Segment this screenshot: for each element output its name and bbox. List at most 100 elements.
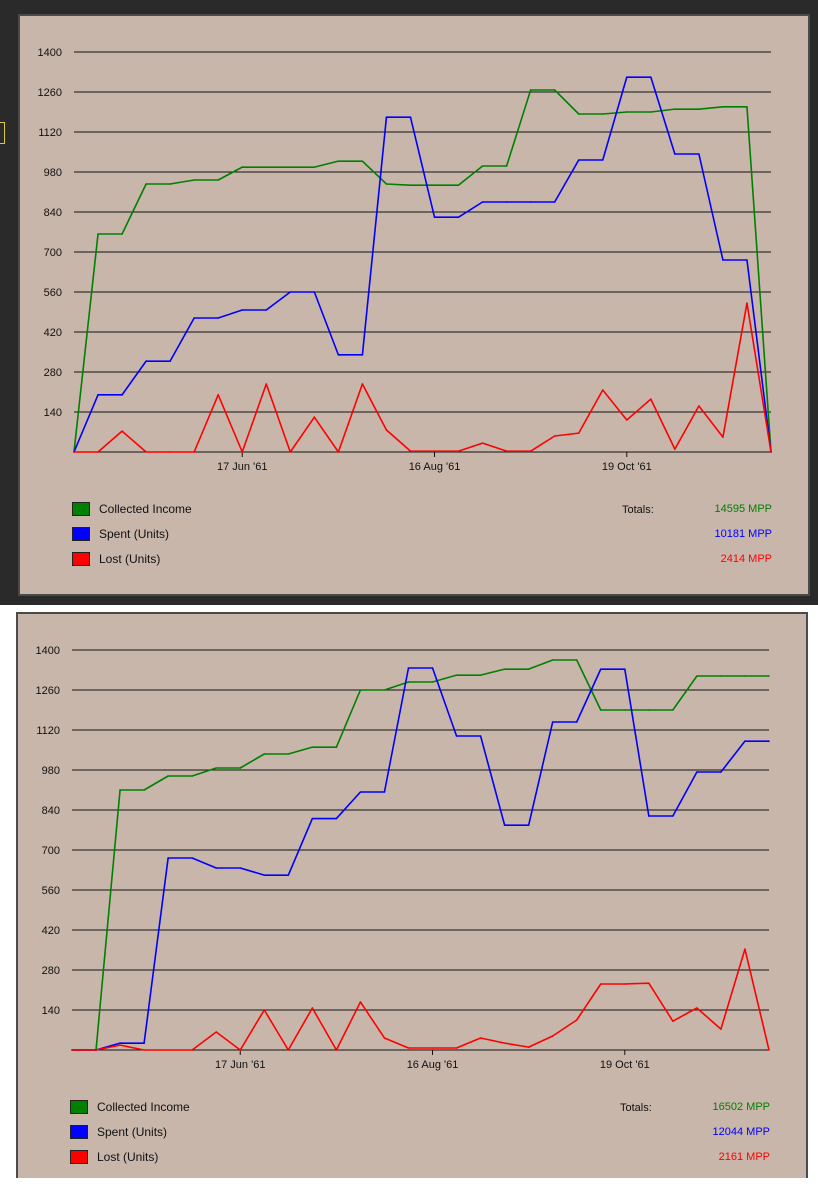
data-point xyxy=(265,309,268,311)
data-point xyxy=(433,216,436,218)
data-point xyxy=(505,201,508,203)
data-point xyxy=(696,675,698,677)
data-point xyxy=(553,435,556,437)
data-point xyxy=(95,1049,97,1051)
data-point xyxy=(119,1042,121,1044)
data-point xyxy=(698,153,700,155)
data-point xyxy=(311,817,314,820)
data-point xyxy=(455,1047,458,1049)
data-point xyxy=(193,179,195,181)
data-point xyxy=(481,165,484,167)
y-tick-label: 840 xyxy=(44,207,62,219)
totals-label: Totals: xyxy=(622,504,654,516)
data-point xyxy=(335,817,338,820)
data-point xyxy=(431,667,434,669)
data-point xyxy=(407,681,410,683)
data-point xyxy=(385,183,388,185)
data-point xyxy=(361,383,364,385)
data-point xyxy=(505,450,508,452)
data-point xyxy=(97,451,99,453)
data-point xyxy=(746,106,748,108)
data-point xyxy=(167,775,169,777)
data-point xyxy=(551,659,554,661)
data-point xyxy=(265,383,268,385)
data-point xyxy=(215,767,218,769)
data-point xyxy=(431,1047,434,1049)
data-point xyxy=(601,113,604,115)
data-point xyxy=(97,233,99,235)
legend-item: Collected Income xyxy=(70,1100,190,1114)
data-point xyxy=(119,789,121,791)
data-point xyxy=(503,824,506,826)
data-point xyxy=(551,1035,554,1037)
data-point xyxy=(623,668,626,670)
data-point xyxy=(167,857,169,859)
legend-swatch xyxy=(72,502,90,516)
data-point xyxy=(625,111,628,113)
data-point xyxy=(361,160,364,162)
total-value: 10181 MPP xyxy=(714,528,772,540)
data-point xyxy=(239,767,242,769)
data-point xyxy=(648,982,650,984)
data-point xyxy=(335,1049,338,1051)
legend-item: Lost (Units) xyxy=(70,1150,158,1164)
data-point xyxy=(577,432,580,434)
y-tick-label: 420 xyxy=(42,925,60,937)
legend-item: Spent (Units) xyxy=(72,527,169,541)
series-line-collected-income xyxy=(72,659,769,1051)
data-point xyxy=(527,668,530,670)
data-point xyxy=(527,1046,530,1048)
data-point xyxy=(337,451,340,453)
data-point xyxy=(433,450,436,452)
y-tick-label: 1260 xyxy=(38,87,62,99)
data-point xyxy=(287,753,290,755)
data-point xyxy=(577,159,580,161)
legend-label: Lost (Units) xyxy=(97,1150,159,1164)
data-point xyxy=(529,89,532,91)
legend-label: Lost (Units) xyxy=(99,552,161,566)
data-point xyxy=(720,771,722,773)
data-point xyxy=(311,746,314,748)
totals-label: Totals: xyxy=(620,1102,652,1114)
data-point xyxy=(71,1049,73,1051)
y-tick-label: 1260 xyxy=(36,685,60,697)
data-point xyxy=(650,111,652,113)
data-point xyxy=(289,166,292,168)
data-point xyxy=(169,451,171,453)
y-tick-label: 700 xyxy=(44,247,62,259)
y-tick-label: 280 xyxy=(42,965,60,977)
data-point xyxy=(553,201,556,203)
data-point xyxy=(720,675,722,677)
data-point xyxy=(625,76,628,78)
data-point xyxy=(770,451,772,453)
data-point xyxy=(167,1049,169,1051)
data-point xyxy=(768,1049,770,1051)
data-point xyxy=(359,791,362,793)
y-tick-label: 140 xyxy=(42,1005,60,1017)
data-point xyxy=(674,448,676,450)
data-point xyxy=(191,1049,193,1051)
data-point xyxy=(551,721,554,723)
data-point xyxy=(529,201,532,203)
data-point xyxy=(698,108,700,110)
data-point xyxy=(696,771,698,773)
data-point xyxy=(481,442,484,444)
data-point xyxy=(722,106,724,108)
y-tick-label: 420 xyxy=(44,327,62,339)
data-point xyxy=(145,451,147,453)
data-point xyxy=(265,166,268,168)
legend-swatch xyxy=(70,1125,88,1139)
data-point xyxy=(744,948,746,950)
data-point xyxy=(119,1044,121,1046)
data-point xyxy=(768,740,770,742)
data-point xyxy=(481,201,484,203)
series-line-lost-units xyxy=(74,302,772,453)
legend-label: Spent (Units) xyxy=(99,527,170,541)
data-point xyxy=(287,1049,290,1051)
chart-panel-2: 140 280 420 560 700 840 980 1120 1260 1400 17 Jun … xyxy=(16,612,808,1178)
data-point xyxy=(263,874,266,876)
legend-label: Spent (Units) xyxy=(97,1125,168,1139)
data-point xyxy=(650,76,652,78)
data-point xyxy=(337,354,340,356)
data-point xyxy=(97,394,99,396)
